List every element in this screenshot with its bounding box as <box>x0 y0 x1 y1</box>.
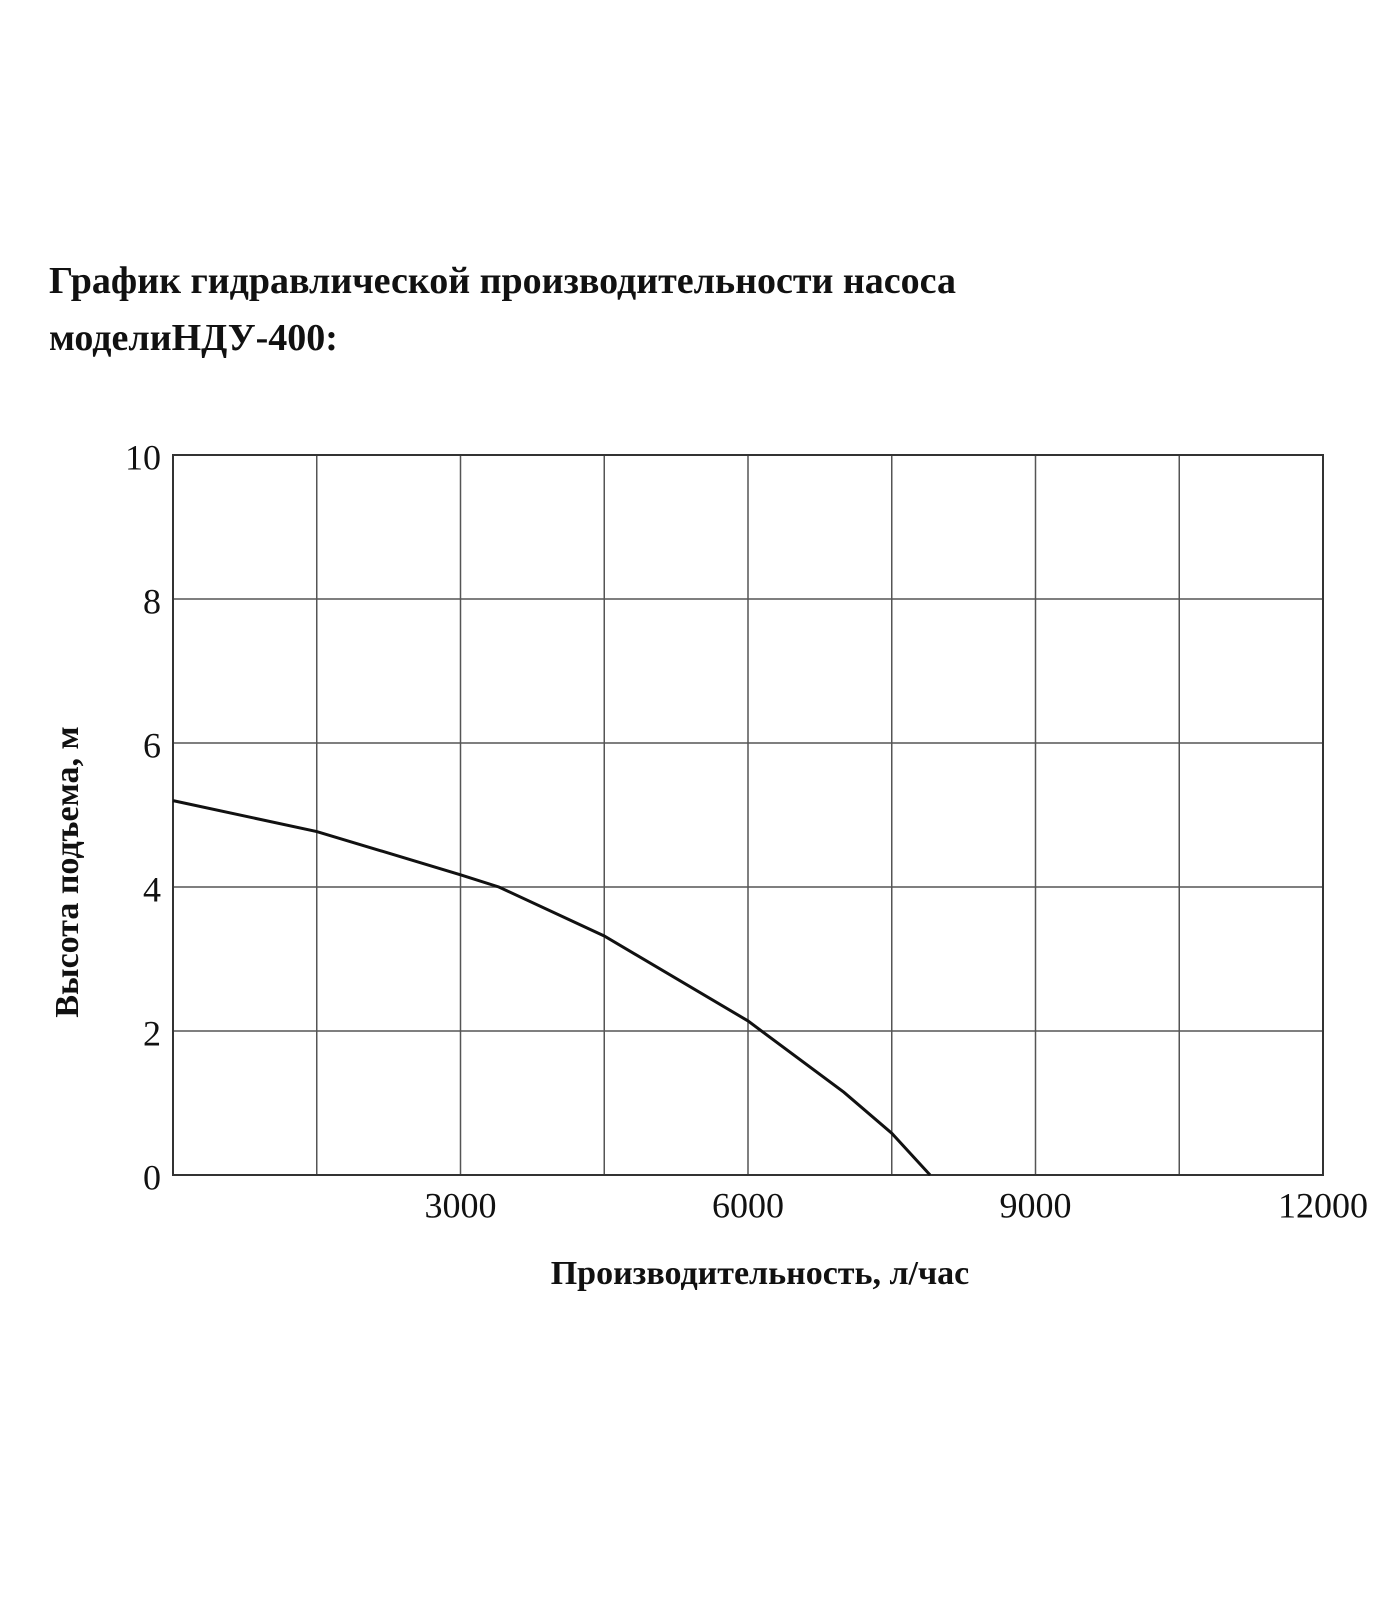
y-axis-label: Высота подъема, м <box>49 726 86 1017</box>
data-line <box>172 799 932 1177</box>
x-axis-label: Производительность, л/час <box>551 1255 970 1292</box>
x-tick-label: 12000 <box>1278 1185 1368 1225</box>
chart-title: График гидравлической производительности… <box>49 260 956 302</box>
y-tick-label: 2 <box>143 1013 161 1053</box>
y-tick-label: 4 <box>143 869 161 909</box>
chart-subtitle: моделиНДУ-400: <box>49 317 338 359</box>
x-tick-label: 9000 <box>1000 1185 1072 1225</box>
y-tick-label: 6 <box>143 725 161 765</box>
y-tick-label: 0 <box>143 1157 161 1197</box>
y-tick-label: 8 <box>143 581 161 621</box>
plot-frame <box>172 454 1324 1176</box>
x-tick-label: 3000 <box>425 1185 497 1225</box>
x-tick-label: 6000 <box>712 1185 784 1225</box>
y-tick-label: 10 <box>125 437 161 477</box>
